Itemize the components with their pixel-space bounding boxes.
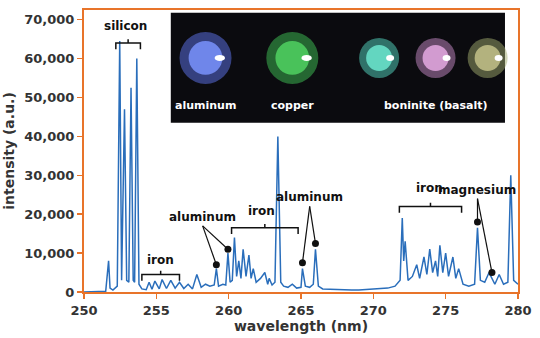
svg-text:70,000: 70,000 — [24, 12, 74, 27]
svg-text:255: 255 — [143, 303, 170, 318]
svg-text:magnesium: magnesium — [438, 183, 516, 197]
svg-text:40,000: 40,000 — [24, 129, 74, 144]
svg-text:boninite (basalt): boninite (basalt) — [384, 99, 488, 112]
svg-text:iron: iron — [416, 181, 443, 195]
svg-text:silicon: silicon — [104, 19, 147, 33]
svg-text:250: 250 — [70, 303, 97, 318]
svg-text:30,000: 30,000 — [24, 168, 74, 183]
svg-text:wavelength (nm): wavelength (nm) — [234, 318, 368, 334]
svg-text:270: 270 — [360, 303, 387, 318]
svg-text:275: 275 — [432, 303, 459, 318]
svg-text:10,000: 10,000 — [24, 246, 74, 261]
svg-text:copper: copper — [271, 99, 314, 112]
svg-text:50,000: 50,000 — [24, 90, 74, 105]
svg-text:265: 265 — [287, 303, 314, 318]
svg-text:iron: iron — [147, 253, 174, 267]
svg-text:20,000: 20,000 — [24, 207, 74, 222]
svg-text:iron: iron — [248, 204, 275, 218]
svg-text:intensity (a.u.): intensity (a.u.) — [1, 92, 17, 210]
svg-text:aluminum: aluminum — [169, 210, 236, 224]
svg-text:aluminum: aluminum — [276, 190, 343, 204]
svg-text:280: 280 — [504, 303, 531, 318]
svg-text:60,000: 60,000 — [24, 51, 74, 66]
svg-text:0: 0 — [65, 285, 74, 300]
svg-text:aluminum: aluminum — [175, 99, 236, 112]
svg-text:260: 260 — [215, 303, 242, 318]
